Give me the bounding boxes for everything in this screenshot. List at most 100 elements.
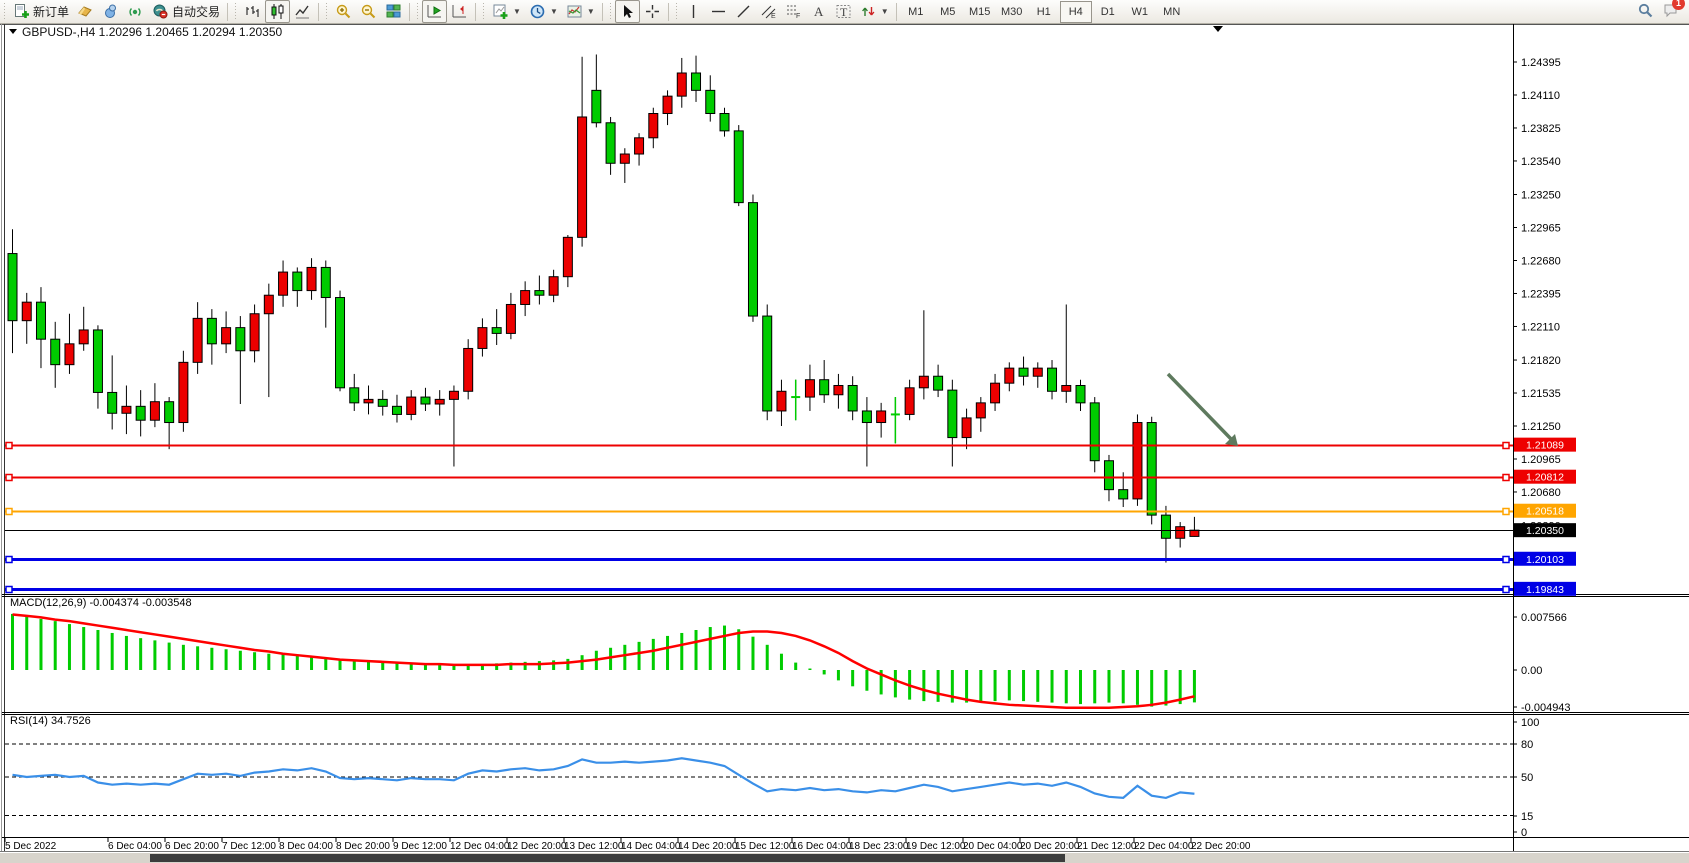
shift-icon [426, 3, 443, 20]
notification-badge: 1 [1672, 0, 1685, 10]
svg-text:7 Dec 12:00: 7 Dec 12:00 [222, 841, 276, 852]
signals-button[interactable] [123, 0, 148, 23]
arrows-button[interactable]: ▼ [856, 0, 893, 23]
vline-button[interactable] [681, 0, 706, 23]
timeframe-d1[interactable]: D1 [1100, 5, 1115, 18]
svg-text:6 Dec 04:00: 6 Dec 04:00 [108, 841, 162, 852]
svg-text:1.20518: 1.20518 [1526, 506, 1564, 518]
favorites-button[interactable] [73, 0, 98, 23]
chevron-down-icon[interactable]: ▼ [513, 7, 521, 16]
svg-text:9 Dec 12:00: 9 Dec 12:00 [393, 841, 447, 852]
svg-text:22 Dec 04:00: 22 Dec 04:00 [1134, 841, 1194, 852]
svg-text:1.23825: 1.23825 [1521, 123, 1561, 135]
svg-text:F: F [796, 13, 800, 20]
svg-text:1.21250: 1.21250 [1521, 421, 1561, 433]
svg-text:1.23250: 1.23250 [1521, 190, 1561, 202]
svg-text:13 Dec 12:00: 13 Dec 12:00 [564, 841, 624, 852]
search-icon[interactable] [1637, 2, 1654, 22]
hline-1.19843[interactable] [5, 585, 1513, 594]
candles-icon [269, 3, 286, 20]
textA-icon: A [810, 3, 827, 20]
toolbar-grip [324, 2, 330, 21]
chart-shift-button[interactable] [422, 0, 448, 23]
trendline-icon [735, 3, 752, 20]
text-button[interactable]: A [806, 0, 831, 23]
profiles-button[interactable] [98, 0, 123, 23]
symbol-dropdown-icon[interactable] [9, 29, 17, 34]
templates-button[interactable]: ▼ [562, 0, 599, 23]
svg-text:MACD(12,26,9) -0.004374 -0.003: MACD(12,26,9) -0.004374 -0.003548 [10, 597, 192, 609]
zoom-out-icon [360, 3, 377, 20]
auto-scroll-button[interactable] [447, 0, 472, 23]
toolbar-separator [475, 2, 477, 21]
svg-text:1.22110: 1.22110 [1521, 321, 1560, 333]
linechart-icon [294, 3, 311, 20]
svg-text:8 Dec 20:00: 8 Dec 20:00 [336, 841, 390, 852]
timeframe-m5[interactable]: M5 [940, 5, 956, 18]
signals-icon [127, 3, 144, 20]
crosshair-icon [644, 3, 661, 20]
svg-text:80: 80 [1521, 739, 1533, 751]
channel-icon: E [760, 3, 777, 20]
svg-text:1.22680: 1.22680 [1521, 255, 1561, 267]
time-axis: 5 Dec 2022 6 Dec 04:00 6 Dec 20:00 7 Dec 12… [4, 838, 1251, 852]
zoom-in-button[interactable] [331, 0, 356, 23]
timeframe-w1[interactable]: W1 [1131, 5, 1148, 18]
periods-button[interactable]: ▼ [525, 0, 562, 23]
chevron-down-icon[interactable]: ▼ [586, 7, 595, 16]
autotrade-button[interactable]: 自动交易 [148, 0, 224, 23]
svg-text:1.20103: 1.20103 [1526, 554, 1564, 566]
line-chart-button[interactable] [290, 0, 315, 23]
textlabel-icon: T [835, 3, 852, 20]
text-label-button[interactable]: T [831, 0, 856, 23]
hline-1.20103[interactable] [5, 555, 1513, 564]
toolbar-grip [607, 2, 613, 21]
trend-arrow-annotation[interactable] [1166, 372, 1238, 446]
svg-text:8 Dec 04:00: 8 Dec 04:00 [279, 841, 333, 852]
svg-text:14 Dec 20:00: 14 Dec 20:00 [678, 841, 738, 852]
hline-1.21089[interactable] [5, 441, 1513, 450]
tile-icon [385, 3, 402, 20]
svg-text:1.24395: 1.24395 [1521, 57, 1561, 69]
svg-text:12 Dec 04:00: 12 Dec 04:00 [450, 841, 510, 852]
zoom-out-button[interactable] [356, 0, 381, 23]
svg-text:1.20965: 1.20965 [1521, 454, 1561, 466]
toolbar-grip [673, 2, 679, 21]
price-tag-1.21089: 1.21089 [1514, 437, 1576, 452]
svg-text:21 Dec 12:00: 21 Dec 12:00 [1077, 841, 1137, 852]
trendline-button[interactable] [731, 0, 756, 23]
crosshair-button[interactable] [640, 0, 665, 23]
svg-text:16 Dec 04:00: 16 Dec 04:00 [792, 841, 852, 852]
channel-button[interactable]: E [756, 0, 781, 23]
svg-text:1.19843: 1.19843 [1526, 584, 1564, 596]
price-tag-1.20350: 1.20350 [1514, 523, 1576, 538]
chevron-down-icon[interactable]: ▼ [549, 7, 558, 16]
hscrollbar-thumb[interactable] [150, 854, 1065, 862]
timeframe-h4[interactable]: H4 [1059, 0, 1092, 23]
timeframe-m15[interactable]: M15 [969, 5, 991, 18]
autotrade-button-label: 自动交易 [172, 5, 221, 19]
timeframe-m1[interactable]: M1 [908, 5, 924, 18]
hline-1.20812[interactable] [5, 473, 1513, 482]
ohlc-title: GBPUSD-,H4 1.20296 1.20465 1.20294 1.203… [22, 25, 283, 39]
svg-text:14 Dec 04:00: 14 Dec 04:00 [621, 841, 681, 852]
cursor-button[interactable] [614, 0, 640, 23]
profiles-icon [102, 3, 119, 20]
chat-button[interactable]: 1 [1662, 0, 1685, 22]
toolbar-grip [233, 2, 239, 21]
timeframe-mn[interactable]: MN [1163, 5, 1181, 18]
tile-windows-button[interactable] [381, 0, 406, 23]
clock-icon [529, 3, 546, 20]
timeframe-m30[interactable]: M30 [1001, 5, 1023, 18]
timeframe-h1[interactable]: H1 [1036, 5, 1051, 18]
candles-chart-button[interactable] [265, 0, 291, 23]
indicators-button[interactable]: ▼ [488, 0, 525, 23]
fibonacci-button[interactable]: F [781, 0, 806, 23]
hline-1.20518[interactable] [5, 507, 1513, 516]
hline-button[interactable] [706, 0, 731, 23]
chevron-down-icon[interactable]: ▼ [880, 7, 889, 16]
new-order-button[interactable]: 新订单 [9, 0, 73, 23]
bars-chart-button[interactable] [240, 0, 265, 23]
